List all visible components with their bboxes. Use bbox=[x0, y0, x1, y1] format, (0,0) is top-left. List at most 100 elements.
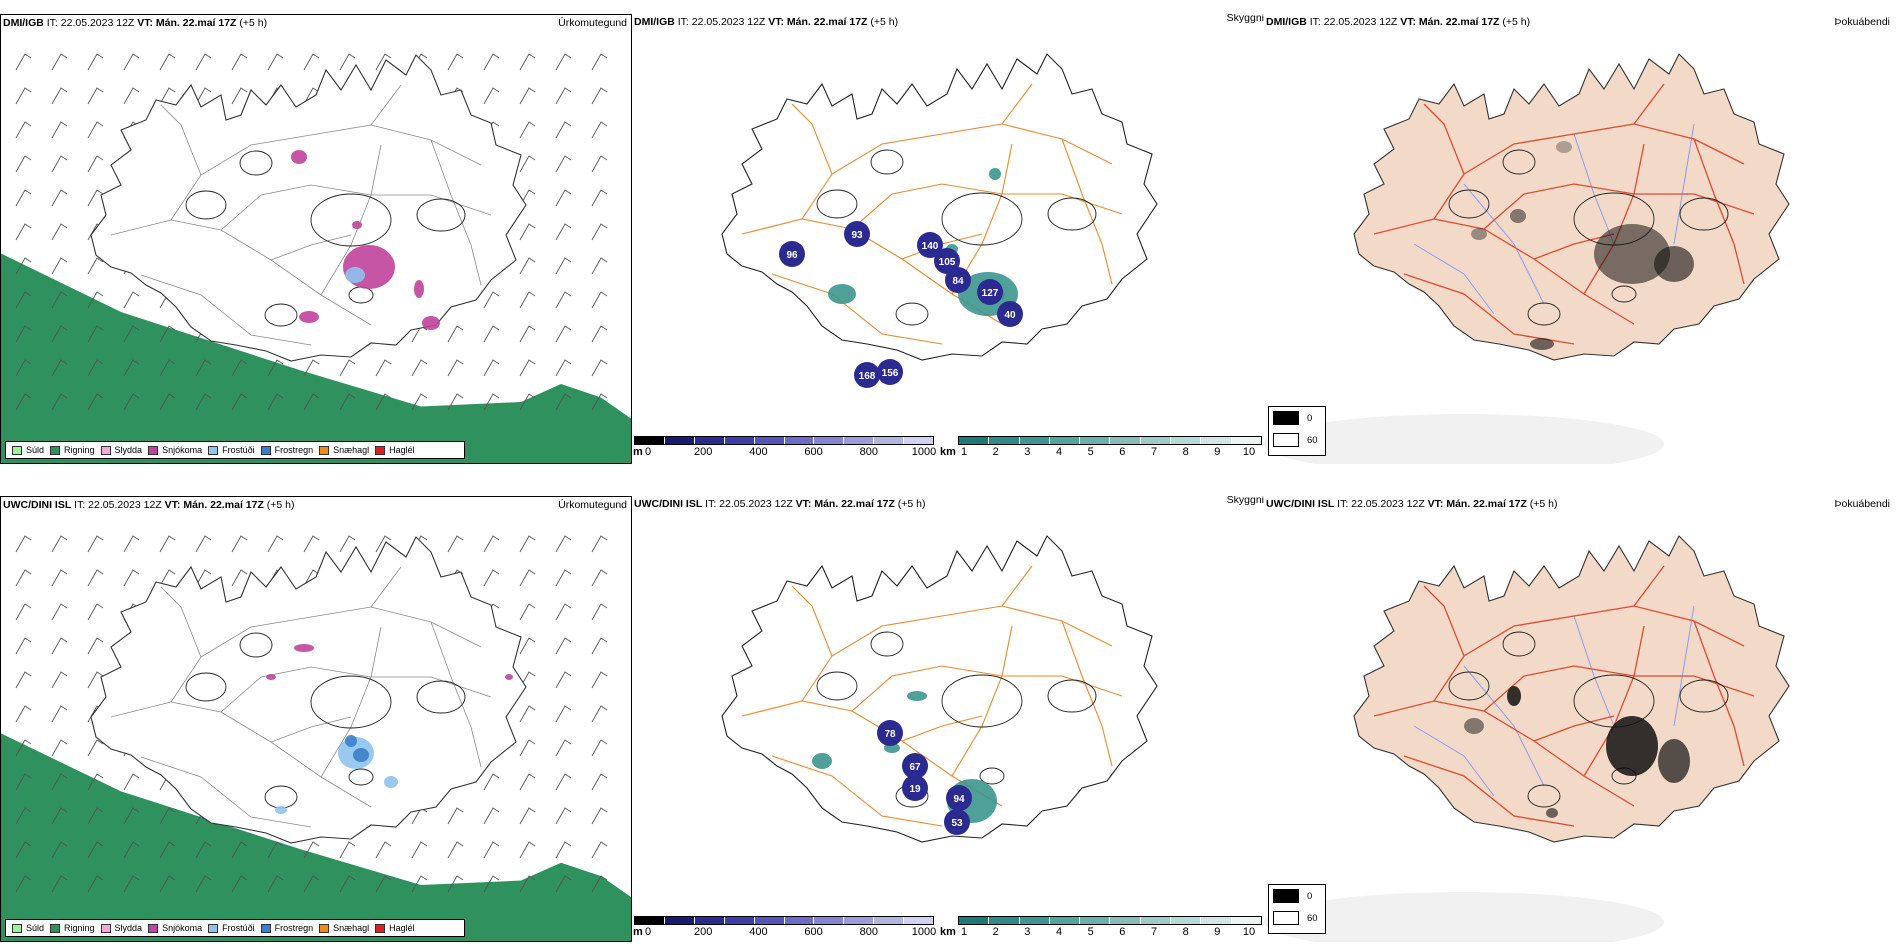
precip-panel-bottom: UWC/DINI ISL IT: 22.05.2023 12Z VT: Mán.… bbox=[0, 496, 632, 942]
tick-label: 8 bbox=[1182, 446, 1189, 458]
wind-barb bbox=[15, 223, 32, 241]
iceland-precip-map bbox=[1, 535, 631, 941]
snow-area bbox=[352, 221, 362, 229]
wind-barb bbox=[15, 291, 32, 309]
wind-barb bbox=[519, 223, 536, 241]
wind-barb bbox=[51, 53, 68, 71]
colorbar-segment bbox=[1140, 917, 1172, 924]
iceland-group bbox=[721, 535, 1158, 843]
wind-barb bbox=[51, 569, 68, 587]
glacier-outline bbox=[1448, 671, 1490, 701]
precip-legend: Súld Rigning Slydda Snjókoma Frostúði Fr… bbox=[5, 441, 465, 459]
snow-area bbox=[294, 644, 314, 652]
wind-barb bbox=[339, 53, 356, 71]
wind-barb bbox=[519, 569, 536, 587]
colorbar-segment bbox=[1201, 437, 1232, 444]
road bbox=[1693, 620, 1745, 767]
ceiling-cell bbox=[902, 775, 928, 801]
legend-swatch bbox=[375, 923, 386, 933]
colorbar-segment bbox=[694, 917, 725, 924]
wind-barb bbox=[339, 875, 356, 893]
wind-barb bbox=[375, 359, 392, 377]
snow-area bbox=[299, 311, 319, 323]
wind-barb bbox=[591, 257, 608, 275]
wind-barb bbox=[447, 359, 464, 377]
wind-barb bbox=[231, 535, 248, 553]
wind-barb bbox=[51, 155, 68, 173]
colorbar-segment bbox=[1049, 917, 1081, 924]
model-label: DMI/IGB bbox=[1266, 16, 1307, 28]
wind-barb bbox=[51, 291, 68, 309]
wind-barb bbox=[51, 121, 68, 139]
ceiling-cell bbox=[997, 301, 1023, 327]
colorbar-segment bbox=[1049, 437, 1081, 444]
road bbox=[851, 665, 1123, 712]
it-text: IT: 22.05.2023 12Z bbox=[705, 498, 793, 510]
freezing-drizzle-area bbox=[345, 267, 365, 283]
panel-header: UWC/DINI ISL IT: 22.05.2023 12Z VT: Mán.… bbox=[1266, 498, 1558, 510]
iceland-fog-map bbox=[1264, 535, 1790, 942]
road bbox=[791, 103, 833, 175]
wind-barb bbox=[51, 189, 68, 207]
coastline bbox=[721, 53, 1158, 361]
panel-header: DMI/IGB IT: 22.05.2023 12Z VT: Mán. 22.m… bbox=[634, 16, 898, 28]
wind-barb bbox=[15, 257, 32, 275]
glacier-outline bbox=[1047, 679, 1097, 713]
wind-barb bbox=[159, 325, 176, 343]
tick-label: 600 bbox=[804, 446, 823, 458]
wind-barb bbox=[483, 807, 500, 825]
legend-swatch bbox=[12, 923, 22, 933]
wind-barb bbox=[15, 739, 32, 757]
vt-label: VT: Mán. 22.maí 17Z bbox=[795, 498, 895, 510]
wind-barb bbox=[483, 359, 500, 377]
model-label: UWC/DINI ISL bbox=[3, 499, 72, 511]
legend-swatch bbox=[100, 445, 111, 455]
legend-swatch bbox=[148, 445, 159, 455]
ceiling-value-label: 156 bbox=[882, 368, 899, 379]
model-label: UWC/DINI ISL bbox=[634, 498, 703, 510]
fog-legend-item: 0 bbox=[1269, 407, 1325, 429]
wind-barb bbox=[51, 671, 68, 689]
wind-barb bbox=[519, 807, 536, 825]
wind-barb bbox=[411, 359, 428, 377]
wind-barb bbox=[411, 875, 428, 893]
wind-barb bbox=[555, 569, 572, 587]
wind-barb bbox=[591, 603, 608, 621]
legend-label: Slydda bbox=[114, 923, 143, 933]
tick-label: 4 bbox=[1055, 446, 1063, 458]
wind-barb bbox=[195, 875, 212, 893]
wind-barb bbox=[87, 603, 104, 621]
legend-label: Snæhagl bbox=[333, 923, 370, 933]
wind-barb bbox=[519, 53, 536, 71]
wind-barb bbox=[519, 535, 536, 553]
wind-barb bbox=[447, 325, 464, 343]
wind-barb bbox=[303, 535, 320, 553]
ceiling-cell bbox=[946, 785, 972, 811]
vt-label: VT: Mán. 22.maí 17Z bbox=[1400, 16, 1500, 28]
wind-barb bbox=[339, 535, 356, 553]
glacier-outline bbox=[185, 190, 227, 220]
wind-barb bbox=[519, 121, 536, 139]
fog-indicator-area bbox=[1658, 739, 1690, 783]
wind-barb bbox=[159, 53, 176, 71]
wind-barb bbox=[555, 53, 572, 71]
tick-label: 1 bbox=[960, 446, 968, 458]
legend-label: Frostúði bbox=[222, 445, 255, 455]
tick-label: 800 bbox=[859, 926, 878, 938]
colorbar-segment bbox=[664, 437, 695, 444]
wind-barb bbox=[339, 359, 356, 377]
panel-header: UWC/DINI ISL IT: 22.05.2023 12Z VT: Mán.… bbox=[3, 499, 295, 511]
legend-label: Frostregn bbox=[274, 445, 314, 455]
wind-barb bbox=[15, 535, 32, 553]
glacier-outline bbox=[416, 680, 466, 714]
wind-barb bbox=[591, 325, 608, 343]
colorbar-segment bbox=[784, 437, 815, 444]
colorbar-segment bbox=[989, 437, 1020, 444]
coastline bbox=[90, 536, 527, 844]
iceland-group bbox=[90, 536, 527, 844]
snow-area bbox=[505, 674, 513, 680]
wind-barb bbox=[87, 155, 104, 173]
wind-barb bbox=[15, 603, 32, 621]
wind-barb bbox=[15, 807, 32, 825]
wind-barb bbox=[591, 393, 608, 411]
